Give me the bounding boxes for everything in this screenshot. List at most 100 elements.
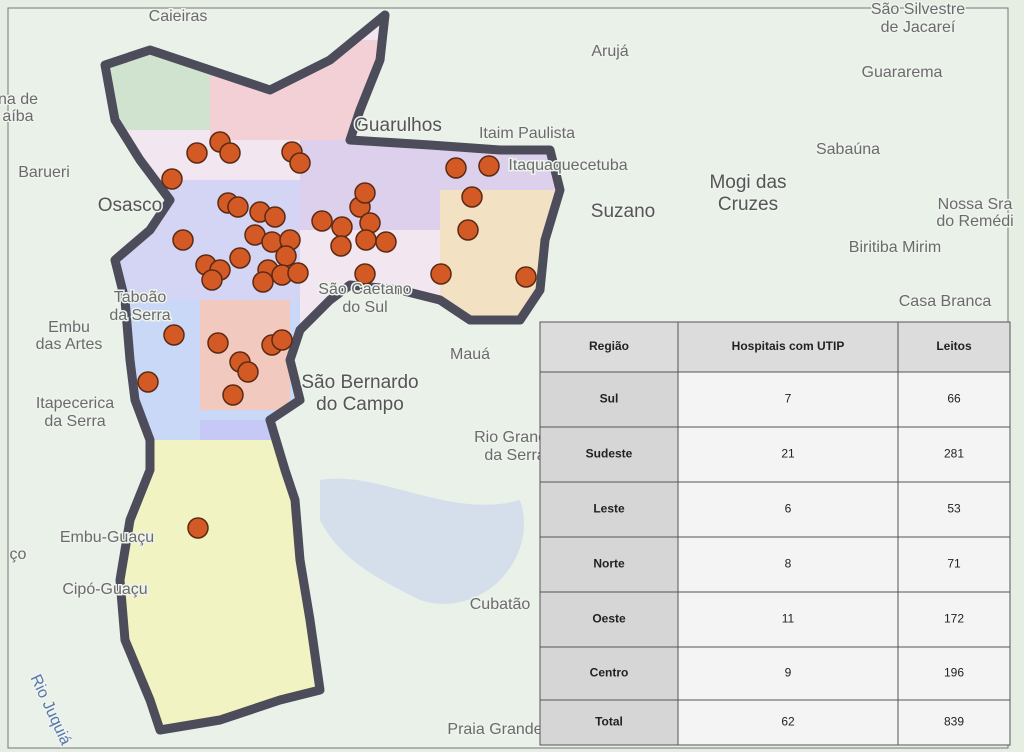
hospital-marker <box>207 332 229 354</box>
place-label: Rio Grande <box>474 429 556 446</box>
hospital-marker <box>515 266 537 288</box>
hospital-marker <box>229 247 251 269</box>
place-label: Arujá <box>591 43 628 60</box>
table-cell: Sul <box>600 392 619 406</box>
hospital-marker <box>222 384 244 406</box>
table-cell: 66 <box>947 392 961 406</box>
hospital-marker <box>275 245 297 267</box>
place-label: Guarulhos <box>354 115 442 136</box>
place-label: Nossa Sra <box>938 196 1013 213</box>
table-cell: 53 <box>947 502 961 516</box>
place-label: São Bernardo <box>301 372 418 393</box>
place-label: Itaquaquecetuba <box>508 157 627 174</box>
table-cell: 71 <box>947 557 961 571</box>
place-label: das Artes <box>36 336 103 353</box>
hospital-marker <box>375 231 397 253</box>
table-cell: Sudeste <box>586 447 633 461</box>
hospital-marker <box>354 182 376 204</box>
place-label: Mogi das <box>709 172 786 193</box>
place-label: Itaim Paulista <box>479 125 575 142</box>
place-label: do Remédi <box>936 213 1013 230</box>
hospital-marker <box>264 206 286 228</box>
hospital-marker <box>163 324 185 346</box>
hospital-marker <box>330 235 352 257</box>
hospital-marker <box>445 157 467 179</box>
hospital-marker <box>237 361 259 383</box>
hospital-marker <box>457 219 479 241</box>
hospital-marker <box>478 155 500 177</box>
table-cell: 9 <box>785 666 792 680</box>
hospital-marker <box>186 142 208 164</box>
hospital-marker <box>201 269 223 291</box>
table-cell: Oeste <box>592 612 626 626</box>
table-cell: 6 <box>785 502 792 516</box>
place-label: Praia Grande <box>447 721 542 738</box>
place-label: Barueri <box>18 164 70 181</box>
table-cell: Leitos <box>936 339 972 353</box>
table-cell: Leste <box>593 502 625 516</box>
place-label: Itapecerica <box>36 395 114 412</box>
place-label: Embu <box>48 319 90 336</box>
hospital-marker <box>355 229 377 251</box>
table-first-col <box>540 372 678 745</box>
table-cell: 839 <box>944 715 964 729</box>
hospital-marker <box>227 196 249 218</box>
hospital-marker <box>311 210 333 232</box>
hospital-marker <box>271 329 293 351</box>
place-label: Guararema <box>862 64 943 81</box>
place-label: do Sul <box>342 299 387 316</box>
table-cell: 11 <box>782 612 795 626</box>
place-label: da Serra <box>484 447 545 464</box>
hospital-marker <box>187 517 209 539</box>
table-cell: 7 <box>785 392 792 406</box>
place-label: da Serra <box>44 413 105 430</box>
hospital-marker <box>430 263 452 285</box>
place-label: Casa Branca <box>899 293 992 310</box>
place-label: aíba <box>2 108 33 125</box>
hospital-marker <box>252 271 274 293</box>
place-label: Sabaúna <box>816 141 880 158</box>
table-cell: Centro <box>590 666 629 680</box>
place-label: Cipó-Guaçu <box>62 581 147 598</box>
hospital-marker <box>289 152 311 174</box>
table-cell: 172 <box>944 612 964 626</box>
hospital-marker <box>161 168 183 190</box>
place-label: São Silvestre <box>871 1 965 18</box>
place-label: do Campo <box>316 394 404 415</box>
hospital-table: Região Hospitais com UTIP Leitos Sul 7 66 Sude… <box>539 321 1011 746</box>
place-label: Cruzes <box>718 194 778 215</box>
place-label: São Caetano <box>318 281 412 298</box>
hospital-markers <box>137 131 537 539</box>
table-cell: 62 <box>781 715 795 729</box>
table-cell: 281 <box>944 447 964 461</box>
water <box>320 478 524 604</box>
place-label: ço <box>10 546 27 563</box>
table-cell: Norte <box>593 557 625 571</box>
place-label: Suzano <box>591 201 655 222</box>
hospital-marker <box>172 229 194 251</box>
hospital-marker <box>287 262 309 284</box>
place-label: Osasco <box>98 195 162 216</box>
place-label: Caieiras <box>149 8 208 25</box>
place-label: Cubatão <box>470 596 531 613</box>
hospital-marker <box>219 142 241 164</box>
place-label: da Serra <box>109 307 170 324</box>
hospital-marker <box>137 371 159 393</box>
table-cell: 21 <box>781 447 795 461</box>
table-header-bg <box>540 322 1010 372</box>
table-cell: Região <box>589 339 629 353</box>
table-cell: Total <box>595 715 623 729</box>
table-cell: 8 <box>785 557 792 571</box>
place-label: Biritiba Mirim <box>849 239 941 256</box>
hospital-marker <box>354 263 376 285</box>
place-label: Taboão <box>114 289 167 306</box>
place-label: Embu-Guaçu <box>60 529 154 546</box>
place-label: de Jacareí <box>881 19 956 36</box>
place-label: na de <box>0 91 38 108</box>
hospital-marker <box>331 216 353 238</box>
place-label: Mauá <box>450 346 490 363</box>
table-cell: Hospitais com UTIP <box>732 339 845 353</box>
hospital-marker <box>461 186 483 208</box>
table-cell: 196 <box>944 666 964 680</box>
